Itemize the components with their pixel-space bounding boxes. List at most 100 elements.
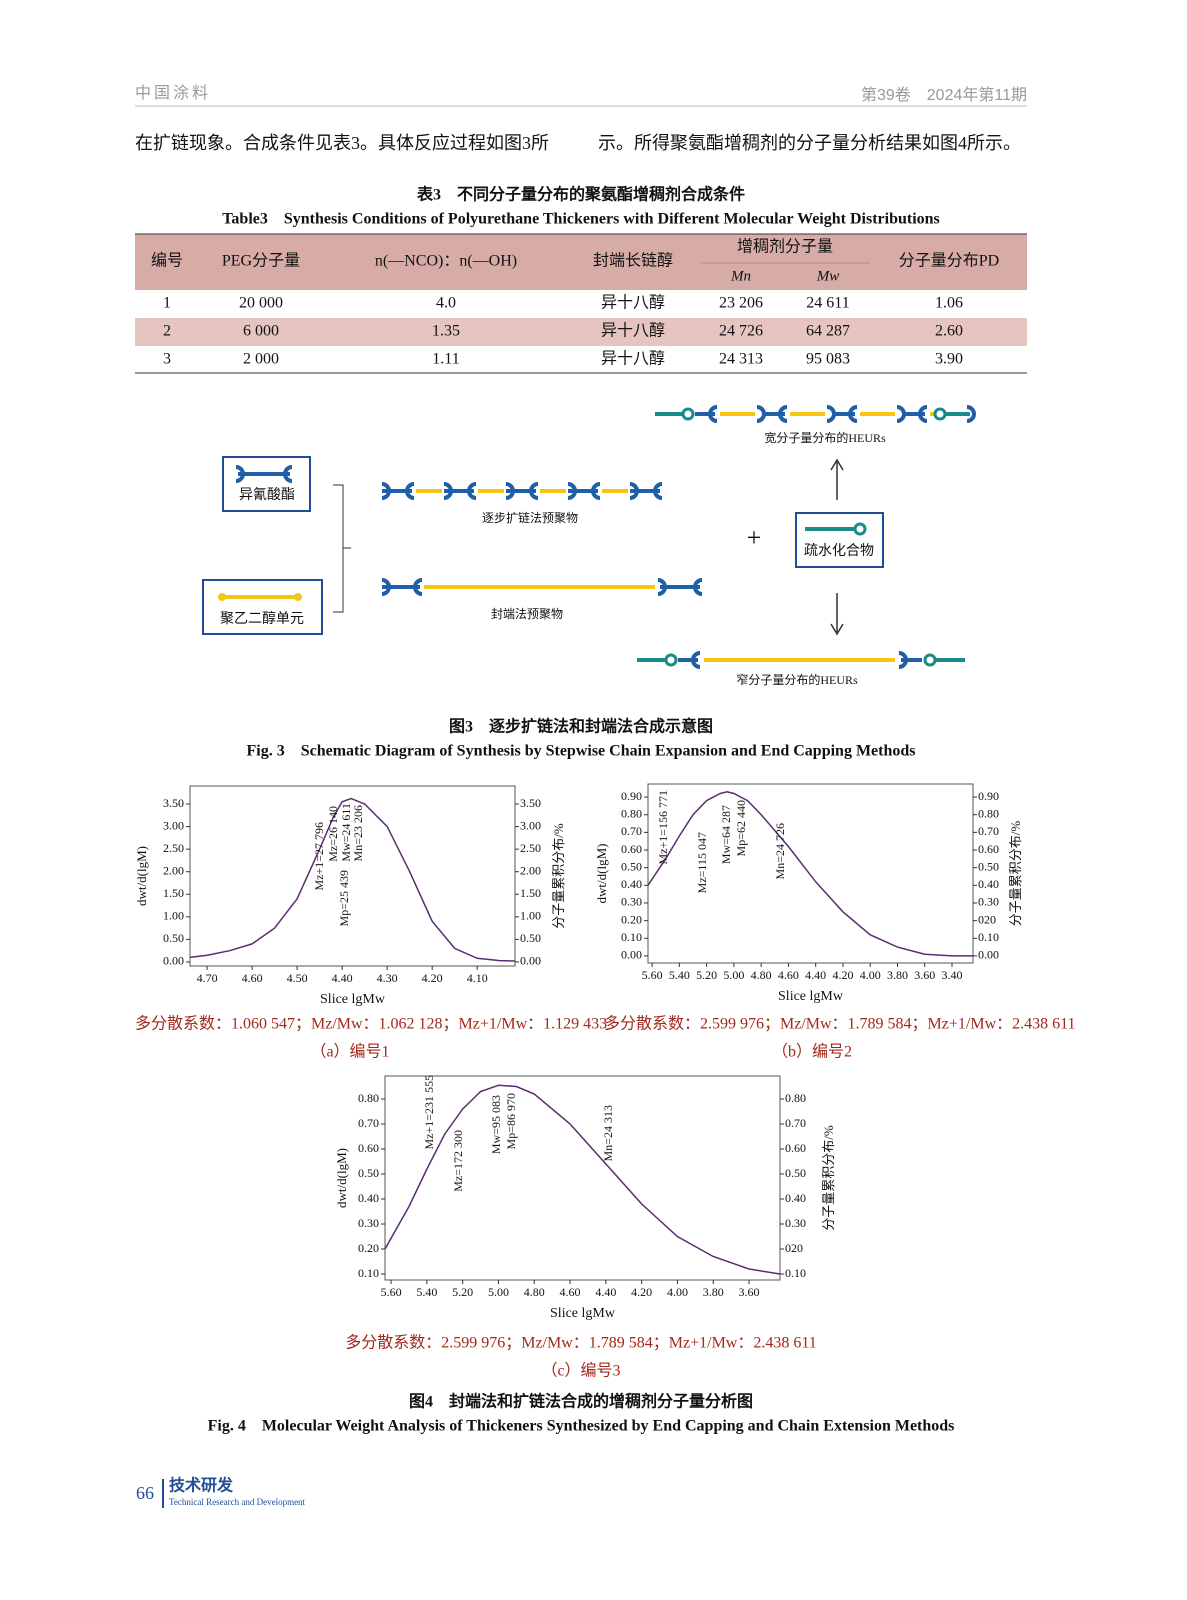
y-tick-label: 1.50 — [163, 886, 184, 900]
node — [664, 653, 678, 667]
chain-cap — [896, 405, 906, 423]
x-tick-label: 3.60 — [914, 968, 935, 982]
x-axis-label: Slice lgMw — [320, 992, 386, 1007]
node — [294, 593, 302, 601]
y-tick-label: 0.60 — [621, 842, 642, 856]
label: 宽分子量分布的HEURs — [764, 430, 886, 445]
x-tick-label: 4.00 — [860, 968, 881, 982]
arrow — [830, 458, 844, 500]
bracket — [333, 484, 351, 613]
y2-tick-label: 2.00 — [520, 863, 541, 877]
y2-tick-label: 020 — [785, 1241, 803, 1255]
x-tick-label: 4.30 — [377, 971, 398, 985]
y-tick-label: 0.10 — [621, 930, 642, 944]
x-tick-label: 4.20 — [832, 968, 853, 982]
table-header: 编号 — [151, 252, 183, 270]
table-cell: 2.60 — [935, 323, 963, 340]
chain-cap — [693, 578, 703, 596]
x-tick-label: 3.80 — [887, 968, 908, 982]
x-tick-label: 4.70 — [197, 971, 218, 985]
y2-tick-label: 0.90 — [978, 789, 999, 803]
y-tick-label: 0.70 — [621, 824, 642, 838]
x-tick-label: 5.20 — [696, 968, 717, 982]
y2-tick-label: 0.70 — [785, 1116, 806, 1130]
chain-cap — [443, 482, 453, 500]
table: 编号 PEG分子量 n(—NCO)：n(—OH) 封端长链醇 增稠剂分子量分子量分布PD… — [135, 233, 1027, 374]
chain-cap — [283, 465, 293, 483]
y-tick-label: 0.30 — [358, 1216, 379, 1230]
annotation: Mw=64 287 — [719, 805, 733, 864]
x-tick-label: 4.80 — [751, 968, 772, 982]
chain-cap — [691, 651, 701, 669]
table-cell: 23 206 — [719, 295, 763, 312]
plot-frame — [384, 1075, 781, 1281]
y-tick-label: 0.50 — [163, 931, 184, 945]
y-tick-label: 3.00 — [163, 818, 184, 832]
dispersity: 多分散系数：2.599 976；Mz/Mw：1.789 584；Mz+1/Mw：… — [604, 1015, 1076, 1033]
x-tick-label: 5.00 — [723, 968, 744, 982]
y-tick-label: 0.20 — [621, 912, 642, 926]
table-cell: 异十八醇 — [601, 350, 665, 368]
x-tick-label: 4.40 — [332, 971, 353, 985]
label: 封端法预聚物 — [491, 607, 563, 621]
x-tick-label: 4.50 — [287, 971, 308, 985]
table-title: 表3 不同分子量分布的聚氨酯增稠剂合成条件 — [416, 185, 745, 204]
y2-tick-label: 1.00 — [520, 909, 541, 923]
x-tick-label: 4.00 — [667, 1285, 688, 1299]
dispersity: 多分散系数：1.060 547；Mz/Mw：1.062 128；Mz+1/Mw：… — [135, 1015, 607, 1033]
y2-tick-label: 0.80 — [978, 806, 999, 820]
journal-name: 中国涂料 — [135, 84, 211, 102]
table-cell: 24 726 — [719, 323, 763, 340]
table-header: PEG分子量 — [222, 252, 300, 270]
y-tick-label: 0.80 — [358, 1091, 379, 1105]
subfigure-label: （b）编号2 — [772, 1043, 852, 1061]
table-header: n(—NCO)：n(—OH) — [375, 253, 517, 270]
x-tick-label: 4.40 — [805, 968, 826, 982]
label: 疏水化合物 — [804, 543, 874, 559]
x-tick-label: 5.60 — [381, 1285, 402, 1299]
node — [218, 593, 226, 601]
y2-tick-label: 0.30 — [785, 1216, 806, 1230]
issue: 第39卷 2024年第11期 — [861, 86, 1027, 104]
y-axis-label: dwt/d(lgM) — [594, 844, 609, 904]
table-cell: 24 313 — [719, 351, 763, 368]
x-tick-label: 4.60 — [242, 971, 263, 985]
y-tick-label: 0.40 — [358, 1191, 379, 1205]
dispersity: 多分散系数：2.599 976；Mz/Mw：1.789 584；Mz+1/Mw：… — [345, 1334, 817, 1352]
table-cell: 4.0 — [436, 295, 456, 312]
table-cell: 6 000 — [243, 323, 279, 340]
y2-tick-label: 3.00 — [520, 818, 541, 832]
y-tick-label: 0.90 — [621, 789, 642, 803]
x-tick-label: 5.20 — [452, 1285, 473, 1299]
chain-cap — [756, 405, 766, 423]
y2-tick-label: 2.50 — [520, 841, 541, 855]
caption-en: Fig. 4 Molecular Weight Analysis of Thic… — [208, 1418, 955, 1435]
plus: + — [747, 523, 762, 552]
table-cell: 3 — [163, 351, 171, 368]
chain-cap — [467, 482, 477, 500]
annotation: Mw=24 611 — [339, 803, 353, 862]
x-tick-label: 4.80 — [524, 1285, 545, 1299]
arrow — [830, 593, 844, 636]
table-cell: 20 000 — [239, 295, 283, 312]
y-tick-label: 0.60 — [358, 1141, 379, 1155]
chain-cap — [653, 482, 663, 500]
subfigure-label: （a）编号1 — [310, 1043, 389, 1061]
section-en: Technical Research and Development — [169, 1497, 306, 1507]
label: 聚乙二醇单元 — [220, 610, 304, 627]
y-tick-label: 2.50 — [163, 841, 184, 855]
chain-cap — [235, 465, 245, 483]
y2-tick-label: 0.30 — [978, 895, 999, 909]
chain-cap — [708, 405, 718, 423]
table-cell: 24 611 — [806, 295, 849, 312]
curve — [384, 1084, 781, 1275]
x-tick-label: 4.20 — [422, 971, 443, 985]
box — [795, 512, 884, 568]
y-tick-label: 3.50 — [163, 796, 184, 810]
x-tick-label: 4.10 — [467, 971, 488, 985]
table-row-bg — [135, 318, 1027, 346]
y-tick-label: 1.00 — [163, 909, 184, 923]
node — [923, 653, 937, 667]
page-number: 66 — [136, 1483, 154, 1503]
y-tick-label: 0.10 — [358, 1266, 379, 1280]
